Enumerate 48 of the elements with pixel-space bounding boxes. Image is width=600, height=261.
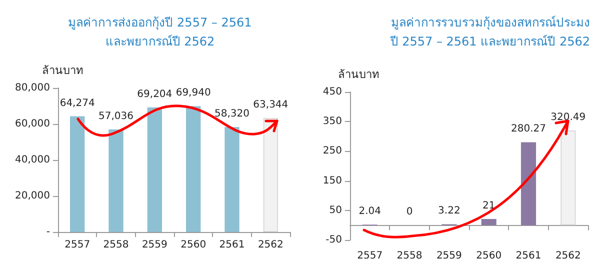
- data-label: 21: [482, 200, 496, 212]
- y-tick-label: -50: [326, 234, 342, 246]
- data-label: 69,204: [137, 88, 172, 100]
- bar: [481, 218, 496, 226]
- y-tick-label: 150: [322, 175, 342, 186]
- y-tick-label: 450: [322, 86, 342, 98]
- data-label: 57,036: [98, 110, 134, 122]
- data-label: 58,320: [214, 108, 250, 120]
- data-label: 64,274: [60, 98, 95, 109]
- bar: [70, 116, 85, 232]
- y-tick-label: 250: [322, 146, 342, 157]
- bar: [108, 129, 124, 232]
- x-tick-label: 2557: [357, 250, 383, 261]
- y-tick-label: 40,000: [15, 154, 50, 166]
- x-tick-label: 2562: [555, 250, 581, 261]
- bar: [560, 130, 576, 226]
- data-label: 0: [406, 206, 413, 218]
- x-tick-label: 2559: [142, 240, 168, 250]
- x-tick-label: 2562: [258, 240, 284, 250]
- x-tick-label: 2561: [516, 250, 542, 261]
- y-tick-label: -: [46, 226, 50, 238]
- y-axis-title: ล้านบาท: [338, 68, 379, 81]
- y-axis-title: ล้านบาท: [42, 64, 83, 77]
- x-tick-label: 2557: [64, 240, 90, 250]
- x-tick-label: 2561: [219, 240, 245, 250]
- data-label: 280.27: [511, 124, 546, 135]
- bar: [520, 142, 536, 226]
- x-tick-label: 2559: [436, 250, 462, 261]
- chart-title: มูลค่าการส่งออกกุ้งปี 2557 – 2561 และพยากรณ์ปี 2562: [68, 16, 252, 48]
- data-label: 320.49: [550, 112, 586, 123]
- y-tick-label: 60,000: [15, 118, 50, 130]
- y-tick-label: 20,000: [15, 190, 50, 202]
- data-label: 3.22: [438, 206, 460, 217]
- y-tick-label: 350: [322, 116, 342, 128]
- bar: [263, 118, 278, 232]
- y-tick-label: 50: [329, 204, 342, 216]
- x-tick-label: 2558: [103, 240, 129, 250]
- x-tick-label: 2560: [476, 250, 502, 261]
- x-tick-label: 2558: [396, 250, 422, 261]
- chart-title: มูลค่าการรวบรวมกุ้งของสหกรณ์ประมง ปี 2557 – 2561 และพยากรณ์ปี 2562: [389, 16, 590, 48]
- bar: [186, 106, 201, 232]
- y-tick-label: 80,000: [15, 82, 50, 94]
- bar: [147, 107, 162, 232]
- data-label: 2.04: [358, 206, 381, 218]
- x-tick-label: 2560: [180, 240, 206, 250]
- data-label: 63,344: [253, 99, 288, 110]
- bar: [224, 127, 240, 232]
- data-label: 69,940: [176, 88, 211, 99]
